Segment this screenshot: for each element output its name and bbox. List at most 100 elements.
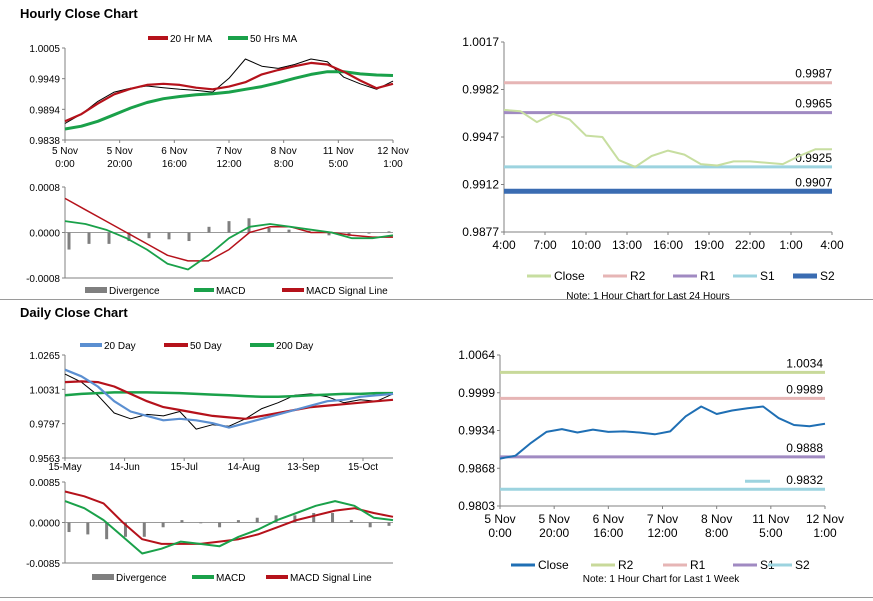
hourly-levels-xtick-label: 22:00 xyxy=(735,238,765,252)
daily-macd-divergence-bar xyxy=(161,522,165,528)
daily-macd-ytick-label: -0.0085 xyxy=(26,559,60,570)
daily-price-200-day-line xyxy=(64,391,393,399)
hourly-levels-close-line xyxy=(503,108,832,168)
daily-levels-close-line xyxy=(499,405,826,460)
hourly-levels-level-r1-label: 0.9965 xyxy=(795,97,832,111)
daily-levels-xtick-date: 5 Nov xyxy=(538,512,569,526)
hourly-price-xtick-date: 11 Nov xyxy=(323,146,354,157)
hourly-macd-divergence-bar xyxy=(207,226,211,233)
daily-levels-ytick-label: 1.0064 xyxy=(458,348,495,362)
daily-levels-legend-r1-label: R1 xyxy=(690,558,706,572)
hourly-price-xtick-date: 5 Nov xyxy=(107,146,133,157)
daily-levels-xtick-time: 12:00 xyxy=(647,526,677,540)
legend-50hrs-ma-label: 50 Hrs MA xyxy=(250,34,298,45)
hourly-macd-ytick-label: -0.0008 xyxy=(26,274,60,285)
hourly-levels-ytick-label: 0.9877 xyxy=(462,225,499,239)
daily-macd-signal-line xyxy=(64,490,394,545)
daily-price-20-day-line xyxy=(64,368,394,429)
daily-levels-xtick-date: 5 Nov xyxy=(484,512,515,526)
daily-levels-level-r2-label: 1.0034 xyxy=(786,356,823,370)
daily-levels-xtick-time: 16:00 xyxy=(593,526,623,540)
daily-macd-divergence-bar xyxy=(86,522,90,535)
hourly-price-20hr-ma-line xyxy=(64,61,394,123)
daily-macd-divergence-bar xyxy=(255,517,259,523)
daily-macd-divergence-bar xyxy=(293,515,297,523)
hourly-levels-level-r2-label: 0.9987 xyxy=(795,67,832,81)
hourly-price-xtick-date: 7 Nov xyxy=(216,146,242,157)
hourly-price-xtick-time: 20:00 xyxy=(107,159,132,170)
legend-macd-label: MACD xyxy=(216,286,245,297)
hourly-macd-divergence-bar xyxy=(247,218,251,233)
daily-macd-divergence-bar xyxy=(387,522,391,526)
hourly-macd-divergence-bar xyxy=(107,232,111,244)
legend-20hr-ma-label: 20 Hr MA xyxy=(170,34,213,45)
daily-legend-divergence-label: Divergence xyxy=(116,573,167,584)
hourly-macd-divergence-bar xyxy=(387,231,391,233)
daily-price-xtick-label: 14-Aug xyxy=(228,462,260,473)
legend-macd-signal-label: MACD Signal Line xyxy=(306,286,388,297)
daily-price-xtick-label: 14-Jun xyxy=(109,462,140,473)
hourly-levels-note: Note: 1 Hour Chart for Last 24 Hours xyxy=(566,291,729,302)
daily-macd-divergence-bar xyxy=(274,515,278,523)
hourly-levels-xtick-label: 7:00 xyxy=(533,238,557,252)
daily-levels-note: Note: 1 Hour Chart for Last 1 Week xyxy=(583,574,741,585)
hourly-macd-signal-line xyxy=(64,197,393,262)
daily-price-xtick-label: 13-Sep xyxy=(287,462,320,473)
hourly-macd-ytick-label: 0.0000 xyxy=(29,229,60,240)
daily-levels-ytick-label: 0.9868 xyxy=(458,461,495,475)
hourly-macd-divergence-bar xyxy=(267,227,271,233)
daily-price-xtick-label: 15-Oct xyxy=(348,462,378,473)
daily-legend-divergence-swatch xyxy=(92,574,114,580)
daily-levels-level-s2-label: 0.9832 xyxy=(786,473,823,487)
hourly-levels-ytick-label: 0.9912 xyxy=(462,178,499,192)
hourly-price-xtick-time: 1:00 xyxy=(383,159,403,170)
daily-macd-divergence-bar xyxy=(368,522,372,528)
daily-levels-xtick-time: 1:00 xyxy=(813,526,837,540)
daily-levels-level-r1-label: 0.9989 xyxy=(786,382,823,396)
hourly-levels-legend-s2-label: S2 xyxy=(820,269,835,283)
hourly-levels-level-s1-label: 0.9925 xyxy=(795,151,832,165)
daily-price-ytick-label: 0.9563 xyxy=(29,454,60,465)
hourly-levels-xtick-label: 16:00 xyxy=(653,238,683,252)
hourly-price-ytick-label: 1.0005 xyxy=(29,44,60,55)
daily-price-xtick-label: 15-Jul xyxy=(171,462,198,473)
daily-macd-divergence-bar xyxy=(349,520,353,523)
hourly-price-50hrs-ma-line xyxy=(64,70,394,131)
daily-macd-divergence-bar xyxy=(199,522,203,524)
daily-legend-macd-signal-label: MACD Signal Line xyxy=(290,573,372,584)
hourly-macd-divergence-bar xyxy=(187,232,191,242)
hourly-price-ytick-label: 0.9949 xyxy=(29,75,60,86)
section-divider xyxy=(0,299,873,300)
hourly-macd-divergence-bar xyxy=(167,232,171,240)
daily-levels-xtick-time: 20:00 xyxy=(539,526,569,540)
legend-divergence-label: Divergence xyxy=(109,286,160,297)
hourly-levels-xtick-label: 4:00 xyxy=(492,238,516,252)
daily-legend-macd-label: MACD xyxy=(216,573,245,584)
daily-macd-line xyxy=(64,500,394,555)
bottom-divider xyxy=(0,597,873,598)
daily-price-ytick-label: 1.0265 xyxy=(29,351,60,362)
daily-levels-legend-close-label: Close xyxy=(538,558,569,572)
daily-macd-divergence-bar xyxy=(180,520,184,523)
daily-macd-ytick-label: 0.0085 xyxy=(29,478,60,489)
daily-levels-xtick-time: 8:00 xyxy=(705,526,729,540)
daily-macd-divergence-bar xyxy=(142,522,146,537)
hourly-levels-xtick-label: 1:00 xyxy=(779,238,803,252)
daily-macd-divergence-bar xyxy=(67,522,71,533)
hourly-price-ytick-label: 0.9894 xyxy=(29,105,60,116)
daily-macd-divergence-bar xyxy=(236,520,240,523)
hourly-macd-ytick-label: 0.0008 xyxy=(29,183,60,194)
legend-divergence-swatch xyxy=(85,287,107,293)
daily-levels-ytick-label: 0.9999 xyxy=(458,386,495,400)
daily-levels-xtick-date: 6 Nov xyxy=(593,512,624,526)
hourly-price-xtick-time: 8:00 xyxy=(274,159,294,170)
daily-price-xtick-label: 15-May xyxy=(48,462,81,473)
daily-levels-ytick-label: 0.9803 xyxy=(458,499,495,513)
hourly-macd-divergence-bar xyxy=(327,232,331,236)
hourly-price-xtick-time: 12:00 xyxy=(216,159,241,170)
hourly-levels-xtick-label: 10:00 xyxy=(571,238,601,252)
hourly-price-xtick-date: 5 Nov xyxy=(52,146,78,157)
daily-levels-legend-r2-label: R2 xyxy=(618,558,634,572)
hourly-macd-divergence-bar xyxy=(87,232,91,244)
daily-macd-divergence-bar xyxy=(312,512,316,523)
